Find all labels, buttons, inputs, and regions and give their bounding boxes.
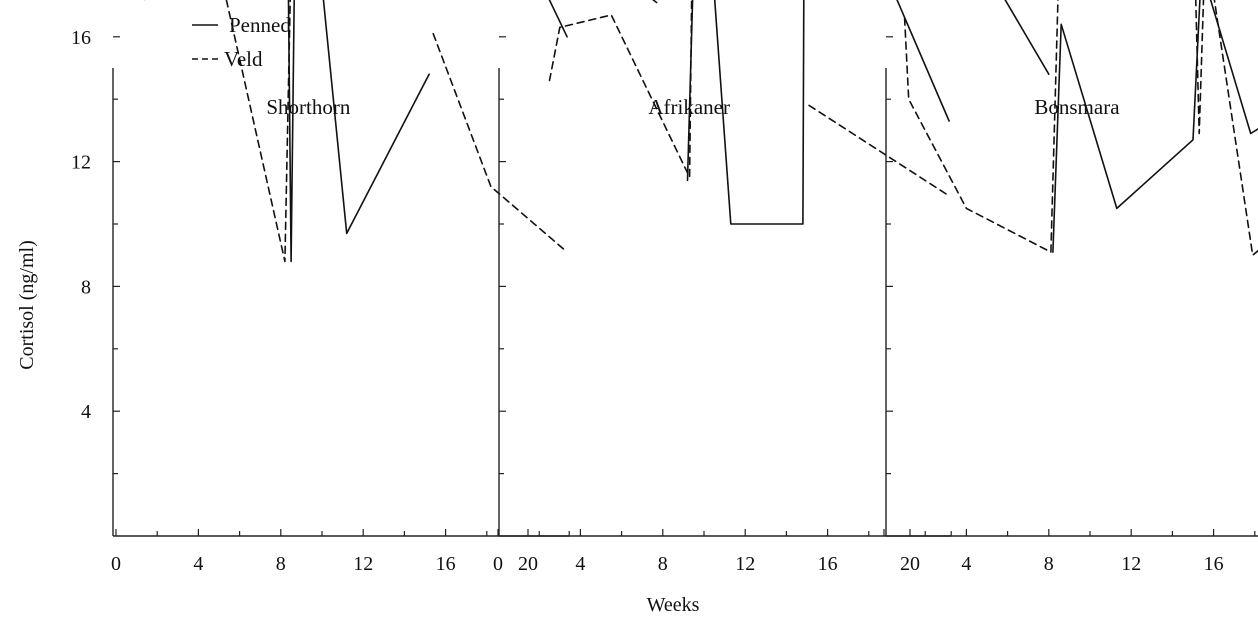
x-tick-label: 8 [658, 553, 668, 575]
x-tick-label: 8 [1044, 553, 1054, 575]
series-veld-line [548, 0, 693, 178]
x-tick-label: 12 [353, 553, 373, 575]
x-tick-label: 16 [436, 553, 456, 575]
x-tick-label: 4 [193, 553, 203, 575]
series-veld-line [432, 32, 568, 253]
x-tick-label: 12 [1121, 553, 1141, 575]
panel-title: Shorthorn [266, 95, 351, 119]
x-tick-label: 20 [518, 553, 538, 575]
series-penned-line [1004, 0, 1050, 75]
series-veld-line [144, 0, 291, 263]
legend-penned-label: Penned [229, 13, 291, 37]
series-veld-line [903, 0, 1258, 256]
x-tick-label: 16 [1204, 553, 1224, 575]
series-penned-line [686, 0, 950, 225]
y-tick-label: 16 [71, 27, 91, 49]
x-tick-label: 20 [900, 553, 920, 575]
x-tick-label: 0 [111, 553, 121, 575]
x-tick-label: 16 [818, 553, 838, 575]
y-tick-label: 4 [81, 401, 91, 423]
y-axis-title: Cortisol (ng/ml) [16, 240, 38, 369]
series-penned-line [548, 0, 568, 38]
x-axis-title: Weeks [647, 594, 700, 616]
series-penned-line [1052, 0, 1258, 253]
series-penned-line [287, 0, 430, 263]
x-tick-label: 8 [276, 553, 286, 575]
chart-panels: 481216202428048121620Shorthorn048121620A… [71, 0, 1258, 575]
legend-veld-label: Veld [224, 47, 263, 71]
series-veld-line [808, 104, 950, 197]
x-tick-label: 4 [575, 553, 585, 575]
y-tick-label: 8 [81, 276, 91, 298]
y-tick-label: 12 [71, 152, 91, 174]
x-tick-label: 0 [493, 553, 503, 575]
x-tick-label: 4 [961, 553, 971, 575]
panel-bonsmara: 4 8 12 16 20 Bonsmara [883, 0, 1258, 575]
panel-title: Bonsmara [1034, 95, 1120, 119]
x-tick-label: 12 [735, 553, 755, 575]
legend: Penned Veld [192, 13, 291, 71]
panel-shorthorn: 481216202428048121620Shorthorn [71, 0, 570, 575]
series-penned-line [652, 0, 658, 4]
